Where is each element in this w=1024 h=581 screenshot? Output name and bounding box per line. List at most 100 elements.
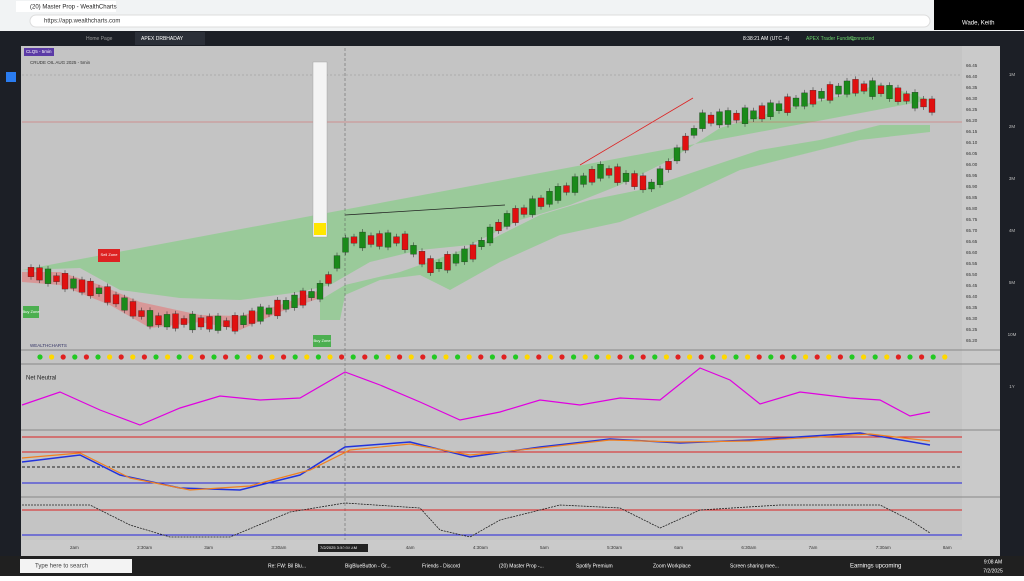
time-label: 4:30am [473,545,488,550]
timeframe[interactable]: 10M [1008,332,1017,337]
indicator-label: Net Neutral [26,376,56,382]
signal-dot [466,354,472,360]
signal-dot [698,354,704,360]
candle [537,197,545,207]
candle [478,240,485,247]
candle [826,84,834,101]
color-swatch[interactable] [314,223,326,235]
signal-dot [431,354,437,360]
candle [903,93,910,102]
signal-dot [246,354,252,360]
candle [656,168,664,185]
drawing-toolbar[interactable] [312,61,328,238]
taskbar-app[interactable]: Zoom Workplace [653,563,691,569]
price-label: 66.10 [966,140,978,145]
active-tab[interactable] [135,32,205,45]
app-tab[interactable]: APEX DRBHADAY [141,36,184,42]
signal-dot [756,354,762,360]
candle [240,315,247,325]
timeframe[interactable]: 2M [1009,124,1016,129]
app-header [0,31,1024,46]
price-label: 66.00 [966,162,978,167]
time-label: 2:30am [137,545,152,550]
candle [87,280,94,296]
signal-dot [768,354,774,360]
candle [452,254,460,264]
signal-dot [803,354,809,360]
candles [27,76,936,335]
add-button[interactable] [6,72,16,82]
taskbar-app[interactable]: Screen sharing mee... [730,563,779,569]
timeframe[interactable]: 4M [1009,228,1016,233]
time-label: 6am [674,545,683,550]
zone-flag [98,249,120,262]
signal-dot [582,354,588,360]
clock: 9:08 AM [984,559,1002,565]
price-label: 65.20 [966,338,978,343]
taskbar [0,556,1024,576]
search: Type here to search [35,564,88,570]
signal-dot [211,354,217,360]
app-tab[interactable]: Home Page [86,36,113,42]
candle [563,185,570,193]
candle [546,191,553,205]
candle [750,110,757,120]
timeframe[interactable]: 5M [1009,280,1016,285]
candle [503,213,511,227]
timeframe[interactable]: 1Y [1009,384,1015,389]
candle [665,161,672,170]
time-axis [21,540,1000,556]
signal-dot [281,354,287,360]
status: Connected [850,36,874,42]
candle [316,283,324,300]
price-label: 66.40 [966,74,978,79]
candle [172,313,179,329]
signal-dot [663,354,670,360]
taskbar-app[interactable]: BigBlueButton - Gr... [345,563,391,569]
signal-dot [629,354,635,360]
price-label: 65.30 [966,316,978,321]
signal-dot [861,354,867,360]
signal-dot [234,354,240,360]
signal-dot [594,354,600,360]
weather: Earnings upcoming [850,564,901,570]
signal-dot [327,354,333,360]
signal-dot [872,354,878,360]
price-label: 65.40 [966,294,978,299]
candle [707,114,715,124]
search-box[interactable] [20,559,132,573]
signal-dot [373,354,379,360]
candle [639,175,647,191]
signal-dot [83,354,89,360]
timeframe[interactable]: 3M [1009,176,1016,181]
candle [214,315,222,331]
buy-zone: Buy Zone [313,338,331,343]
candle [146,310,154,327]
candle [682,135,689,151]
candle [274,299,281,317]
timeframe[interactable]: 1M [1009,72,1016,77]
time-label: 4am [406,545,415,550]
candle [801,92,808,107]
taskbar-app[interactable]: Re: FW: Bil Blu... [268,563,306,569]
address-bar[interactable] [29,14,931,28]
candle [197,317,205,328]
candle [869,80,876,97]
time-label: 4:00am [339,545,354,550]
candle [257,306,264,322]
candle [486,226,494,244]
price-label: 65.55 [966,261,978,266]
candle [614,166,621,183]
candle [104,286,111,303]
signal-dot [687,354,693,360]
candle [401,233,409,250]
taskbar-app[interactable]: Friends - Discord [422,563,460,569]
browser-tab[interactable] [16,1,116,12]
price-label: 65.90 [966,184,978,189]
taskbar-app[interactable]: Spotify Premium [576,563,613,569]
candle [189,313,196,331]
taskbar-app[interactable]: (20) Master Prop -... [499,563,544,569]
signal-dot [652,354,658,360]
symbol-button[interactable] [24,48,54,56]
candle [325,274,332,284]
